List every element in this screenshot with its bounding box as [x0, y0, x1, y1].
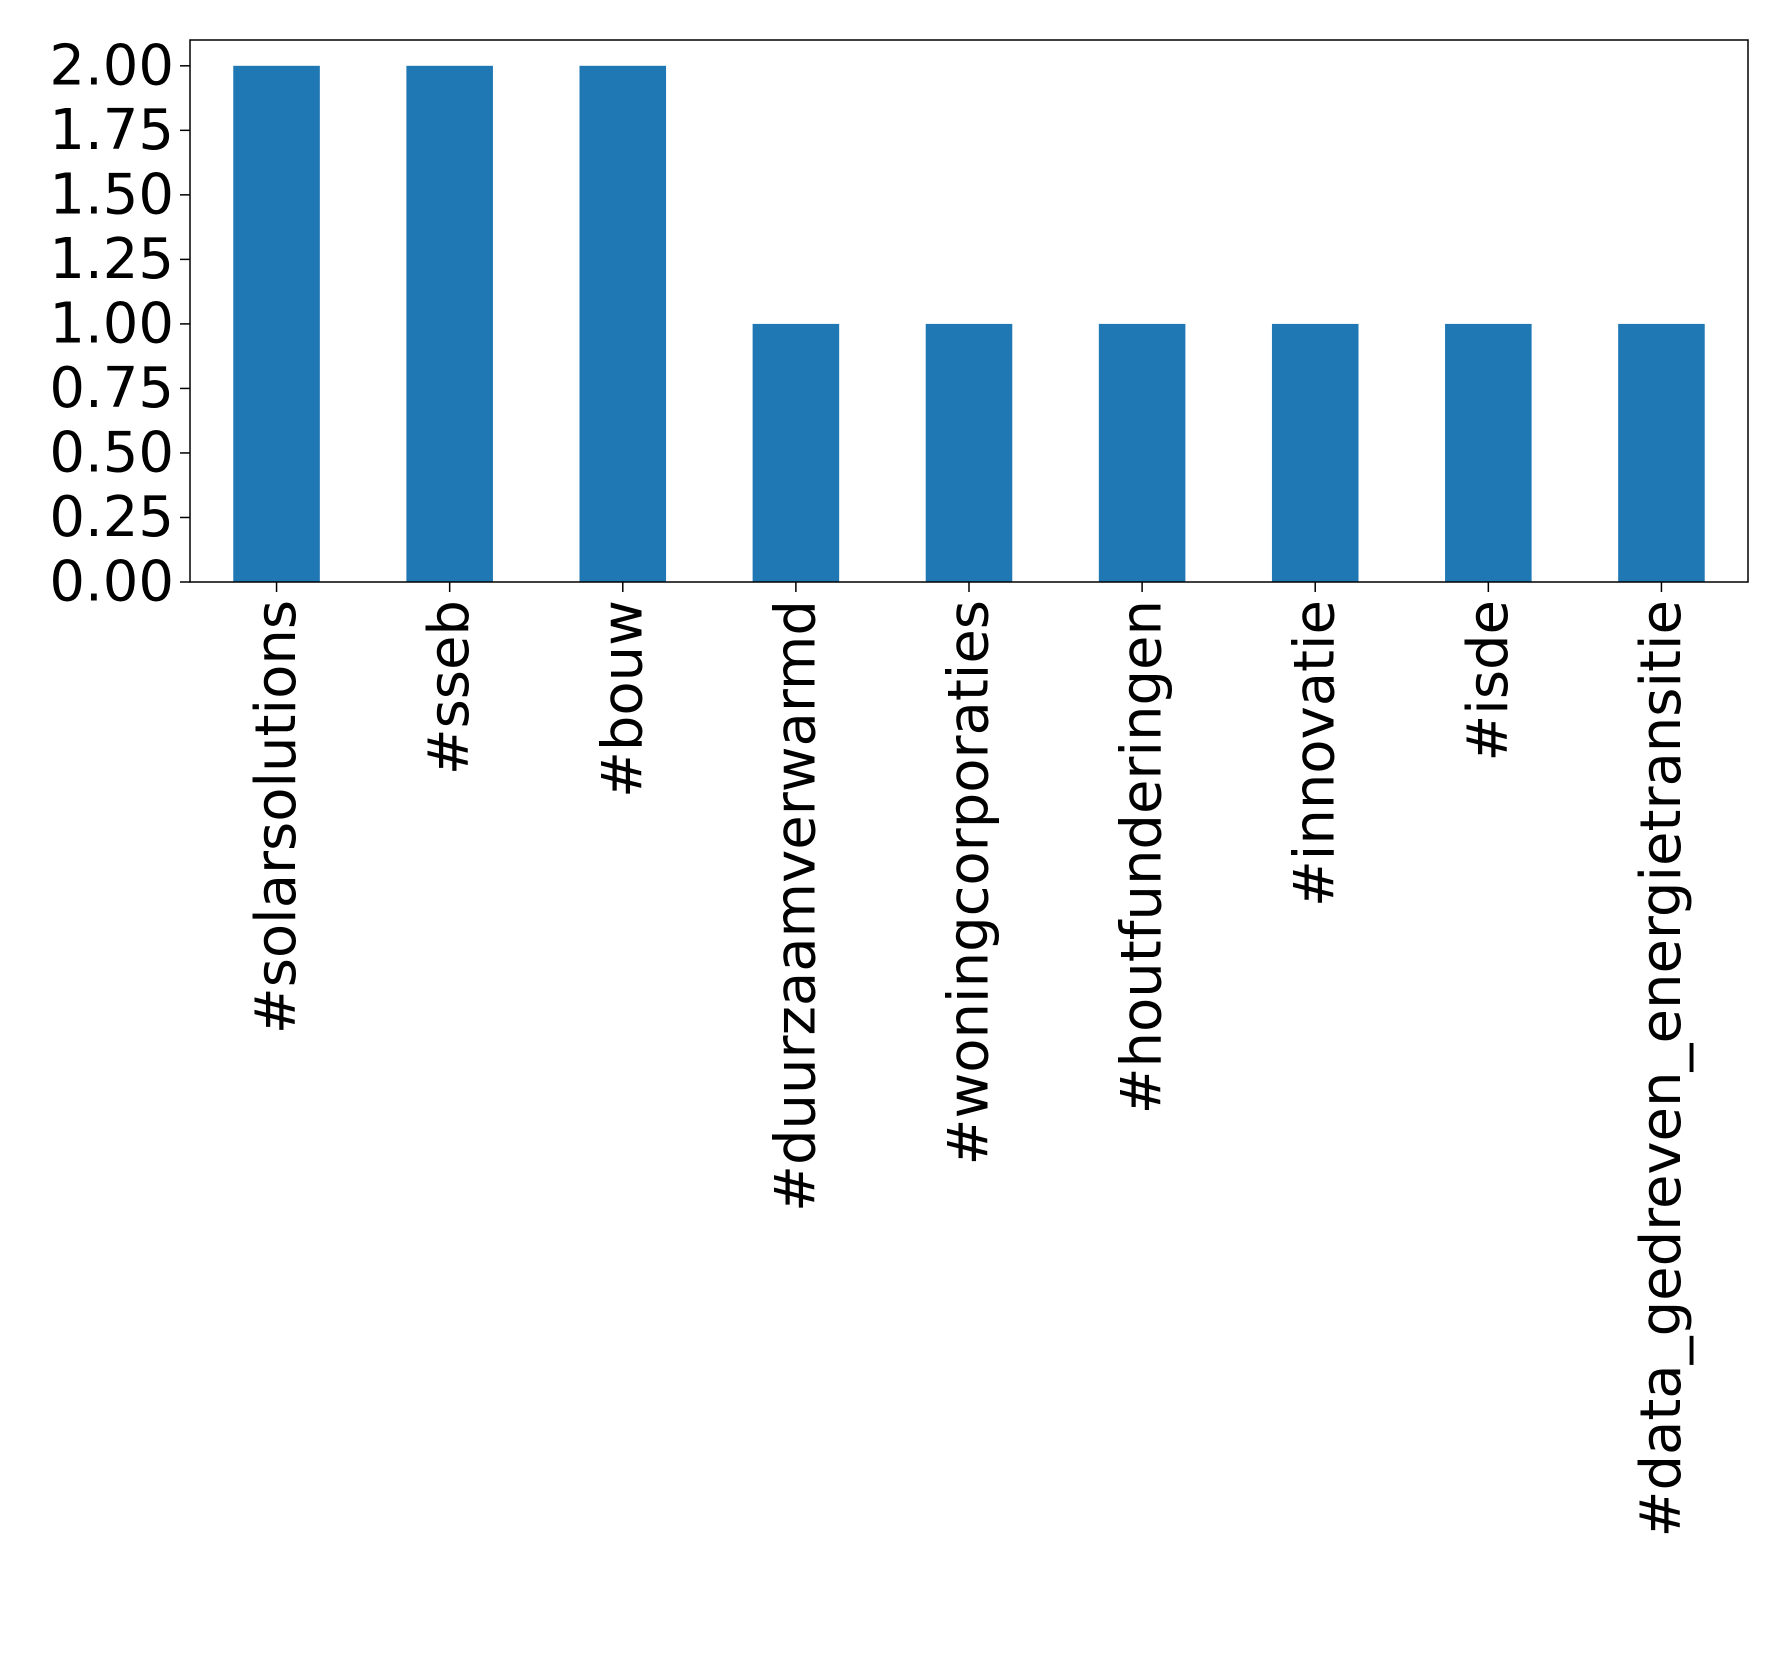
y-tick-label: 1.25	[49, 227, 174, 292]
x-axis: #solarsolutions #sseb #bouw #duurzaamverwar…	[244, 582, 1694, 1537]
y-tick-label: 2.00	[49, 33, 174, 98]
y-tick-label: 0.75	[49, 356, 174, 421]
x-tick-label: #sseb	[417, 600, 482, 775]
x-tick-label: #isde	[1456, 600, 1521, 762]
bars-group	[233, 65, 1705, 583]
y-tick-label: 1.00	[49, 291, 174, 356]
bar-woningcorporaties	[925, 323, 1013, 582]
y-tick-label: 0.00	[49, 550, 174, 615]
x-tick-label: #woningcorporaties	[937, 600, 1002, 1165]
x-tick-label: #data_gedreven_energietransitie	[1629, 600, 1694, 1537]
x-tick-label: #innovatie	[1283, 600, 1348, 907]
y-tick-label: 0.25	[49, 485, 174, 550]
bar-innovatie	[1271, 323, 1359, 582]
bar-bouw	[579, 65, 667, 583]
bar-duurzaamverwarmd	[752, 323, 840, 582]
bar-solarsolutions	[233, 65, 320, 583]
bar-sseb	[406, 65, 493, 583]
bar-houtfunderingen	[1098, 323, 1186, 582]
bar-data_gedreven_energietransitie	[1618, 323, 1705, 582]
y-tick-label: 0.50	[49, 420, 174, 485]
x-tick-label: #solarsolutions	[244, 600, 309, 1034]
x-tick-label: #duurzaamverwarmd	[763, 600, 828, 1212]
x-tick-label: #bouw	[590, 600, 655, 798]
y-tick-label: 1.50	[49, 162, 174, 227]
bar-isde	[1445, 323, 1532, 582]
x-tick-label: #houtfunderingen	[1110, 600, 1175, 1114]
y-axis: 0.000.250.500.751.001.251.501.752.00	[49, 33, 190, 615]
y-tick-label: 1.75	[49, 98, 174, 163]
